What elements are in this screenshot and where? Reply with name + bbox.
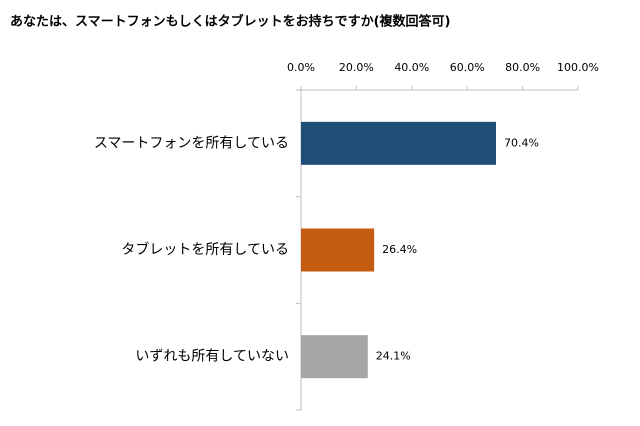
y-tick-label: スマートフォンを所有している: [94, 135, 289, 151]
x-tick-label: 80.0%: [505, 61, 540, 74]
x-tick-label: 100.0%: [557, 61, 599, 74]
bar: [301, 228, 375, 272]
x-tick-label: 0.0%: [287, 61, 315, 74]
y-tick-label: タブレットを所有している: [121, 241, 289, 258]
x-tick-label: 60.0%: [450, 61, 485, 74]
value-label: 26.4%: [382, 243, 417, 256]
bar: [301, 335, 368, 379]
x-tick-label: 20.0%: [339, 61, 374, 74]
x-tick-label: 40.0%: [394, 61, 429, 74]
value-label: 24.1%: [376, 350, 411, 363]
value-label: 70.4%: [504, 136, 539, 149]
chart-title: あなたは、スマートフォンもしくはタブレットをお持ちですか(複数回答可): [10, 14, 451, 30]
y-tick-label: いずれも所有していない: [135, 349, 289, 365]
bar: [301, 121, 497, 165]
